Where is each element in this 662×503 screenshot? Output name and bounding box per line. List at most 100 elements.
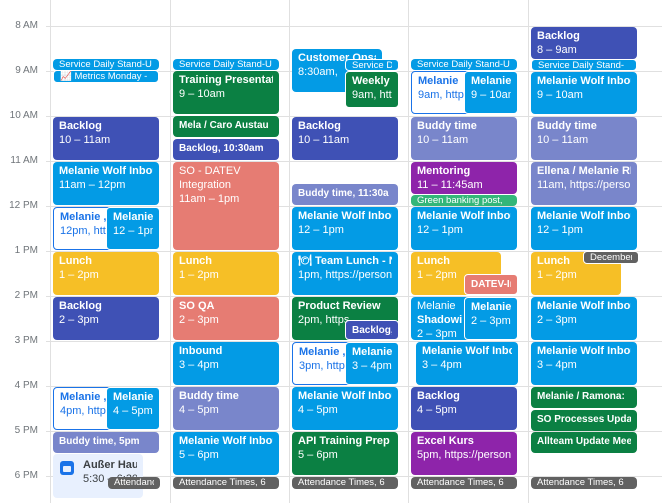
event-title: Melanie Wolf Inbou — [422, 345, 512, 357]
event-lunch[interactable]: Lunch 1 – 2pm — [53, 252, 159, 295]
event-melanie-wolf-inbound[interactable]: Melanie Wolf Inbou 12 – 1pm — [411, 207, 517, 250]
event-time: 5 – 6pm — [298, 449, 338, 461]
event-melanie-wolf-inbound[interactable]: Melanie Wolf Inbou 12 – 1pm — [292, 207, 398, 250]
time-label: 4 PM — [14, 380, 38, 391]
event-melanie-wolf[interactable]: Melanie V 12 – 1pm — [106, 207, 160, 250]
event-so-processes-update[interactable]: SO Processes Upda — [531, 410, 637, 431]
hour-line — [46, 251, 662, 252]
event-buddy-time[interactable]: Buddy time, 5pm — [53, 432, 159, 453]
event-training-presentation[interactable]: Training Presentatio 9 – 10am — [173, 71, 279, 114]
event-api-training-prep[interactable]: API Training Prep 5 – 6pm — [292, 432, 398, 475]
event-melanie-wolf-inbound[interactable]: Melanie Wolf Inbou 2 – 3pm — [531, 297, 637, 340]
event-melanie-wolf[interactable]: Melanie V 9 – 10am — [464, 71, 518, 114]
event-title: Melanie Wolf Inbou — [537, 210, 631, 222]
event-title: Backlog — [298, 120, 341, 132]
event-lunch[interactable]: Lunch 1 – 2pm — [173, 252, 279, 295]
event-title: Melanie V — [471, 75, 511, 87]
time-label: 1 PM — [14, 245, 38, 256]
event-december[interactable]: December — [583, 251, 639, 264]
event-backlog[interactable]: Backlog, 10:30am — [173, 139, 279, 160]
event-title: Backlog, 10:30am — [179, 143, 264, 154]
time-label: 11 AM — [10, 155, 38, 166]
event-melanie-wolf-inbound[interactable]: Melanie Wolf Inbou 11am – 12pm — [53, 162, 159, 205]
event-melanie-1on1[interactable]: Melanie 9am, http — [411, 71, 473, 114]
event-title: Melanie / Ramona: — [537, 391, 625, 402]
event-lunch[interactable]: Lunch 1 – 2pm — [411, 252, 501, 295]
event-title: Ellena / Melanie RE — [537, 165, 631, 177]
event-attendance-times[interactable]: Attendance Times, 6 — [411, 477, 517, 489]
event-datev-integration[interactable]: DATEV-In — [464, 274, 518, 295]
event-ellena-melanie[interactable]: Ellena / Melanie RE 11am, https://perso — [531, 162, 637, 205]
time-label: 2 PM — [14, 290, 38, 301]
event-service-standup[interactable]: Service Daily Stand-U — [53, 59, 159, 70]
event-service-standup[interactable]: Service Daily Stand-U — [411, 59, 517, 70]
event-allteam-update[interactable]: Allteam Update Mee — [531, 432, 637, 453]
hour-line — [46, 161, 662, 162]
event-melanie-1on1[interactable]: Melanie , 12pm, htt — [53, 207, 115, 250]
event-service-standup[interactable]: Service Daily Stand-U — [173, 59, 279, 70]
event-melanie-wolf-inbound[interactable]: Melanie Wolf Inbou 3 – 4pm — [531, 342, 637, 385]
event-attendance-times[interactable]: Attendance Times, 6 — [173, 477, 279, 489]
event-title: Buddy time — [179, 390, 239, 402]
event-backlog[interactable]: Backlog 4 – 5pm — [411, 387, 517, 430]
event-buddy-time[interactable]: Buddy time 4 – 5pm — [173, 387, 279, 430]
event-mela-caro[interactable]: Mela / Caro Austau — [173, 116, 279, 137]
event-time: 1 – 2pm — [537, 269, 577, 281]
event-time: 3 – 4pm — [352, 360, 392, 372]
event-melanie-wolf-inbound[interactable]: Melanie Wolf Inbou 3 – 4pm — [416, 342, 518, 385]
event-attendance-times[interactable]: Attendance Times, 6 — [292, 477, 398, 489]
event-backlog[interactable]: Backlog 10 – 11am — [292, 117, 398, 160]
event-so-datev-integration[interactable]: SO - DATEV Integration 11am – 1pm — [173, 162, 279, 250]
time-label: 10 AM — [9, 110, 38, 121]
event-time: 9 – 10am — [471, 89, 511, 101]
event-melanie-wolf[interactable]: Melanie V 2 – 3pm — [464, 297, 518, 340]
event-time: 1 – 2pm — [417, 269, 457, 281]
event-backlog[interactable]: Backlog 10 – 11am — [53, 117, 159, 160]
event-buddy-time[interactable]: Buddy time, 11:30a — [292, 184, 398, 205]
day-divider — [50, 0, 51, 503]
event-attendance-times[interactable]: Attendance Times, 6 — [531, 477, 637, 489]
event-metrics-monday[interactable]: 📈 Metrics Monday - — [53, 70, 159, 83]
event-melanie-wolf-inbound[interactable]: Melanie Wolf Inbou 5 – 6pm — [173, 432, 279, 475]
event-time: 2 – 3pm — [417, 328, 457, 340]
event-title: Training Presentatio — [179, 74, 273, 86]
event-so-qa[interactable]: SO QA 2 – 3pm — [173, 297, 279, 340]
hour-line — [46, 341, 662, 342]
event-backlog[interactable]: Backlog 8 – 9am — [531, 27, 637, 59]
event-melanie-wolf[interactable]: Melanie V 3 – 4pm — [345, 342, 399, 385]
event-melanie-1on1[interactable]: Melanie , 3pm, http — [292, 342, 354, 385]
event-time: 1 – 2pm — [179, 269, 219, 281]
event-title: Melanie Wolf Inbou — [417, 210, 511, 222]
event-team-lunch[interactable]: 🍽 Team Lunch - N 1pm, https://person — [292, 252, 398, 295]
event-title: Shadowi — [417, 314, 463, 326]
event-service-standup[interactable]: Service Daily Stand- — [531, 59, 637, 71]
event-backlog[interactable]: Backlog 2 – 3pm — [53, 297, 159, 340]
event-time: 10 – 11am — [537, 134, 589, 146]
event-melanie-ramona[interactable]: Melanie / Ramona: — [531, 387, 637, 408]
event-excel-kurs[interactable]: Excel Kurs 5pm, https://person — [411, 432, 517, 475]
event-buddy-time[interactable]: Buddy time 10 – 11am — [411, 117, 517, 160]
event-out-of-office[interactable]: Außer Haus 5:30 – 6:30 — [53, 454, 143, 498]
event-title: Melanie Wolf Inbou — [59, 165, 153, 177]
event-weekly[interactable]: Weekly - 9am, htt — [345, 71, 399, 108]
event-green-banking-post[interactable]: Green banking post, — [411, 195, 517, 206]
event-melanie-wolf-inbound[interactable]: Melanie Wolf Inbou 4 – 5pm — [292, 387, 398, 430]
event-melanie-wolf-inbound[interactable]: Melanie Wolf Inbou 9 – 10am — [531, 72, 637, 114]
event-mentoring[interactable]: Mentoring 11 – 11:45am — [411, 162, 517, 194]
event-time: 8 – 9am — [537, 44, 577, 56]
event-title: Attendance Times, 6 — [537, 477, 624, 488]
event-buddy-time[interactable]: Buddy time 10 – 11am — [531, 117, 637, 160]
event-backlog[interactable]: Backlog, — [345, 320, 399, 340]
event-title: Melanie Wolf Inbou — [537, 345, 631, 357]
event-time: 11am, https://perso — [537, 179, 631, 191]
event-title: Melanie — [417, 300, 456, 312]
event-attendance-times[interactable]: Attendance Times, 6 — [108, 477, 160, 489]
event-inbound[interactable]: Inbound 3 – 4pm — [173, 342, 279, 385]
event-melanie-wolf-inbound[interactable]: Melanie Wolf Inbou 12 – 1pm — [531, 207, 637, 250]
event-time: 4 – 5pm — [417, 404, 457, 416]
event-melanie-wolf[interactable]: Melanie V 4 – 5pm — [106, 387, 160, 430]
event-melanie-shadowing[interactable]: Melanie Shadowi 2 – 3pm — [411, 297, 473, 340]
event-title: 📈 Metrics Monday - — [60, 71, 148, 82]
event-service-standup[interactable]: Service D — [345, 59, 399, 71]
